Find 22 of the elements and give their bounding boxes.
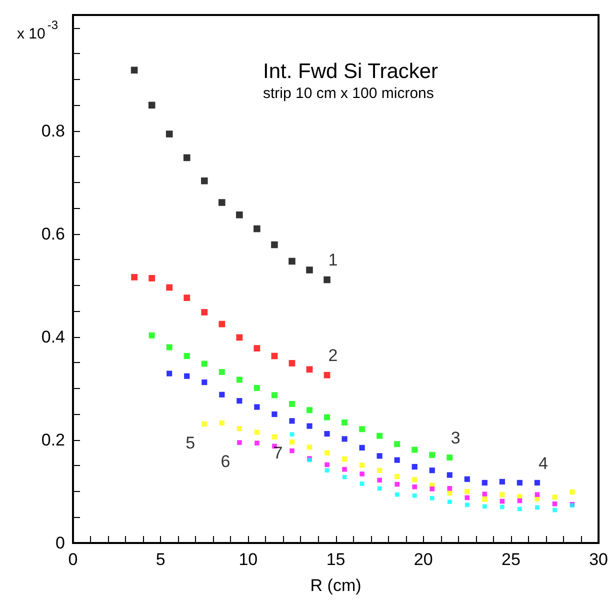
x-tick-label: 25: [501, 550, 520, 569]
x-tick-label: 0: [68, 550, 78, 569]
x-tick-label: 15: [326, 550, 346, 569]
series-label: 6: [220, 452, 230, 471]
series-label: 2: [328, 346, 338, 365]
series-label: 5: [186, 434, 196, 453]
y-tick-label: 0.2: [41, 430, 65, 450]
series-label: 3: [450, 428, 460, 448]
series-label: 1: [328, 250, 338, 270]
y-tick-label: 0.6: [41, 224, 65, 244]
y-tick-label: 0.8: [41, 121, 65, 140]
text: strip 10 cm x 100 microns: [263, 85, 434, 102]
x-tick-label: 30: [589, 550, 608, 569]
x-tick-label: 10: [238, 550, 258, 569]
series-label: 4: [538, 454, 548, 473]
y-tick-label: 0.4: [41, 327, 65, 346]
text: Int. Fwd Si Tracker: [263, 60, 438, 83]
y-tick-label: 0: [56, 534, 65, 552]
x-axis-title: R (cm): [310, 576, 362, 595]
x-tick-label: 5: [156, 550, 166, 569]
x-tick-label: 20: [414, 550, 433, 569]
series-label: 7: [273, 444, 283, 463]
